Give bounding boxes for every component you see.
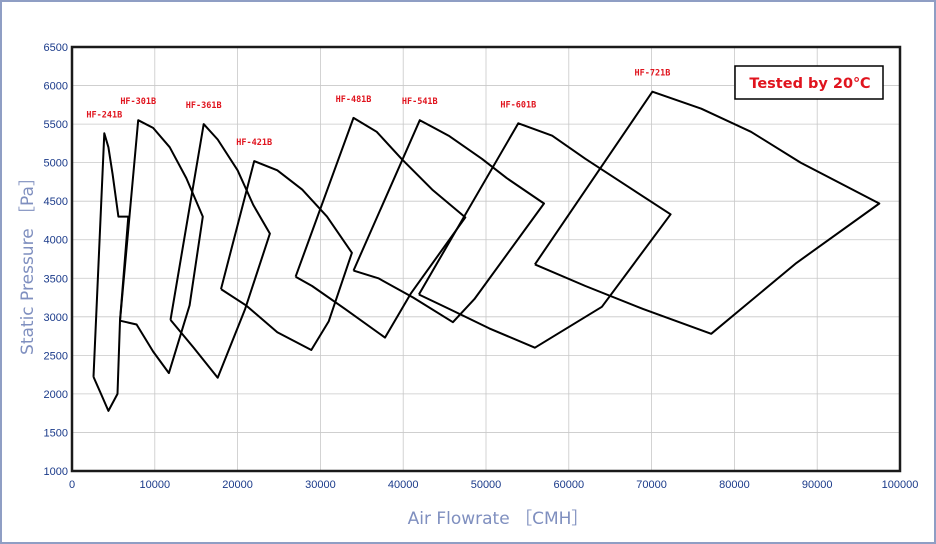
- plot-area-border: [70, 45, 902, 473]
- y-tick-label: 2500: [44, 350, 68, 362]
- curve-hf-481b: [294, 116, 467, 339]
- y-tick-label: 6500: [44, 42, 68, 54]
- x-tick-label: 30000: [305, 479, 336, 491]
- x-tick-label: 50000: [471, 479, 502, 491]
- annotation-text: Tested by 20℃: [749, 76, 870, 92]
- label-hf-541b: HF-541B: [402, 97, 438, 107]
- x-axis-title: Air Flowrate ［CMH］: [408, 509, 589, 529]
- x-tick-label: 70000: [636, 479, 667, 491]
- x-tick-labels: 0 10000 20000 30000 40000 50000 60000 70000 8000…: [69, 479, 918, 491]
- label-hf-421b: HF-421B: [236, 138, 272, 148]
- label-hf-361b: HF-361B: [186, 101, 222, 111]
- y-tick-label: 5500: [44, 119, 68, 131]
- y-tick-label: 5000: [44, 158, 68, 170]
- curve-hf-721b: [534, 90, 881, 335]
- x-tick-label: 40000: [388, 479, 419, 491]
- model-labels: HF-241B HF-301B HF-361B HF-421B HF-481B HF-54…: [86, 69, 670, 148]
- curve-hf-361b: [169, 123, 271, 379]
- y-tick-label: 4500: [44, 196, 68, 208]
- y-tick-label: 1000: [44, 466, 68, 478]
- x-tick-label: 10000: [140, 479, 171, 491]
- y-tick-label: 3000: [44, 312, 68, 324]
- curve-hf-541b: [352, 119, 545, 324]
- y-tick-label: 4000: [44, 235, 68, 247]
- label-hf-721b: HF-721B: [635, 69, 671, 79]
- x-tick-label: 60000: [554, 479, 585, 491]
- y-axis-title: Static Pressure ［Pa］: [18, 169, 38, 355]
- x-tick-label: 20000: [222, 479, 253, 491]
- x-tick-label: 80000: [719, 479, 750, 491]
- x-tick-label: 0: [69, 479, 75, 491]
- label-hf-481b: HF-481B: [336, 95, 372, 105]
- curve-hf-301b: [119, 119, 204, 375]
- curve-hf-241b: [92, 132, 130, 412]
- label-hf-301b: HF-301B: [120, 97, 156, 107]
- x-tick-label: 100000: [882, 479, 919, 491]
- curve-hf-421b: [220, 160, 353, 351]
- label-hf-601b: HF-601B: [500, 100, 536, 110]
- label-hf-241b: HF-241B: [86, 110, 122, 120]
- y-tick-label: 3500: [44, 273, 68, 285]
- x-tick-label: 90000: [802, 479, 833, 491]
- y-tick-label: 2000: [44, 389, 68, 401]
- y-tick-labels: 1000 1500 2000 2500 3000 3500 4000 4500 5000 5500…: [44, 42, 68, 478]
- annotation-box: Tested by 20℃: [734, 65, 884, 100]
- curve-hf-601b: [418, 122, 672, 349]
- y-tick-label: 1500: [44, 427, 68, 439]
- y-tick-label: 6000: [44, 81, 68, 93]
- performance-curves: [92, 90, 881, 412]
